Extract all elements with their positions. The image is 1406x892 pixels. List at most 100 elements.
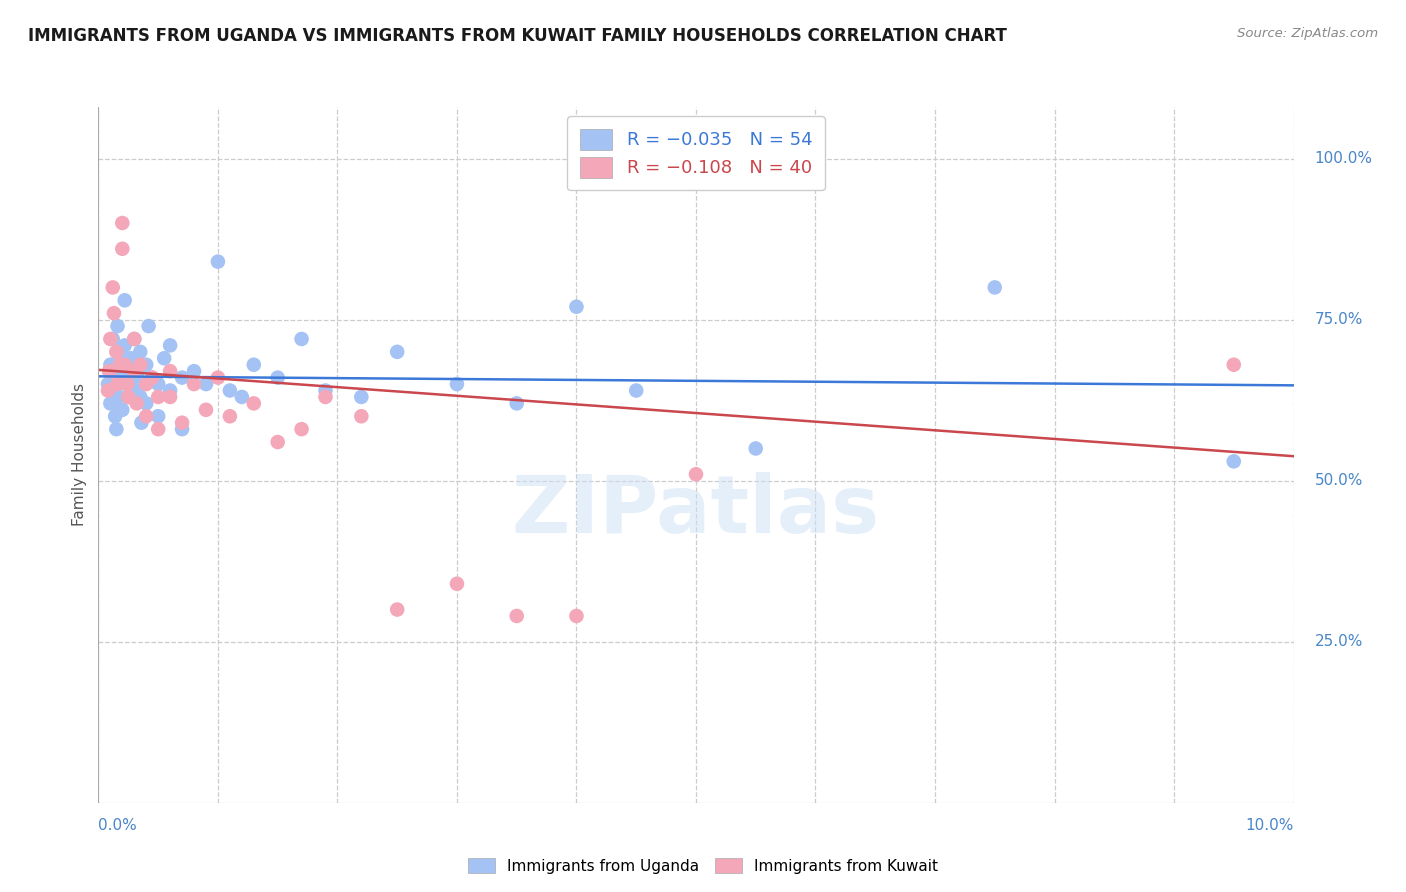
Point <box>108 344 131 359</box>
Point <box>219 409 242 424</box>
Point <box>315 384 337 398</box>
Point <box>207 254 229 268</box>
Point <box>172 422 194 436</box>
Point <box>506 396 529 410</box>
Point <box>104 409 127 424</box>
Point <box>194 377 218 392</box>
Point <box>446 576 468 591</box>
Point <box>385 344 409 359</box>
Point <box>108 358 131 372</box>
Text: 75.0%: 75.0% <box>1315 312 1362 327</box>
Point <box>350 390 373 404</box>
Legend: R = −0.035   N = 54, R = −0.108   N = 40: R = −0.035 N = 54, R = −0.108 N = 40 <box>567 116 825 190</box>
Point <box>101 280 124 294</box>
Point <box>111 402 134 417</box>
Text: Source: ZipAtlas.com: Source: ZipAtlas.com <box>1237 27 1378 40</box>
Point <box>183 377 205 392</box>
Point <box>129 344 152 359</box>
Point <box>183 364 205 378</box>
Point <box>117 390 139 404</box>
Point <box>97 384 120 398</box>
Point <box>120 351 142 366</box>
Point <box>141 370 163 384</box>
Point <box>243 358 266 372</box>
Point <box>111 370 134 384</box>
Point <box>506 609 529 624</box>
Point <box>135 396 157 410</box>
Point <box>159 364 181 378</box>
Point <box>103 364 125 378</box>
Point <box>231 390 253 404</box>
Point <box>565 300 588 314</box>
Point <box>124 370 146 384</box>
Point <box>107 377 129 392</box>
Point <box>219 384 242 398</box>
Point <box>138 319 160 334</box>
Point <box>983 280 1005 294</box>
Text: 10.0%: 10.0% <box>1246 818 1294 832</box>
Point <box>117 390 139 404</box>
Point <box>315 390 337 404</box>
Point <box>385 602 409 616</box>
Point <box>1223 454 1246 468</box>
Point <box>127 364 149 378</box>
Text: ZIPatlas: ZIPatlas <box>512 472 880 549</box>
Point <box>124 332 146 346</box>
Point <box>124 364 146 378</box>
Text: IMMIGRANTS FROM UGANDA VS IMMIGRANTS FROM KUWAIT FAMILY HOUSEHOLDS CORRELATION C: IMMIGRANTS FROM UGANDA VS IMMIGRANTS FRO… <box>28 27 1007 45</box>
Point <box>111 216 134 230</box>
Point <box>141 370 163 384</box>
Point <box>105 422 128 436</box>
Point <box>135 377 157 392</box>
Point <box>172 370 194 384</box>
Point <box>115 377 138 392</box>
Point <box>745 442 768 456</box>
Point <box>172 416 194 430</box>
Point <box>129 390 152 404</box>
Point <box>105 344 128 359</box>
Point <box>117 358 139 372</box>
Point <box>350 409 373 424</box>
Point <box>129 358 152 372</box>
Point <box>624 384 647 398</box>
Point <box>131 416 153 430</box>
Point <box>194 402 218 417</box>
Legend: Immigrants from Uganda, Immigrants from Kuwait: Immigrants from Uganda, Immigrants from … <box>461 852 945 880</box>
Point <box>148 409 170 424</box>
Text: 100.0%: 100.0% <box>1315 151 1372 166</box>
Point <box>1223 358 1246 372</box>
Point <box>159 384 181 398</box>
Point <box>98 396 122 410</box>
Point <box>446 377 468 392</box>
Point <box>135 358 157 372</box>
Point <box>565 609 588 624</box>
Y-axis label: Family Households: Family Households <box>72 384 87 526</box>
Point <box>107 319 129 334</box>
Point <box>148 390 170 404</box>
Point <box>267 370 290 384</box>
Point <box>114 338 136 352</box>
Point <box>243 396 266 410</box>
Point <box>101 332 124 346</box>
Text: 50.0%: 50.0% <box>1315 473 1362 488</box>
Point <box>153 351 176 366</box>
Point <box>685 467 707 482</box>
Text: 25.0%: 25.0% <box>1315 634 1362 649</box>
Point <box>115 377 138 392</box>
Point <box>267 435 290 450</box>
Point <box>125 384 148 398</box>
Point <box>114 293 136 308</box>
Point <box>148 422 170 436</box>
Point <box>97 377 120 392</box>
Point <box>124 332 146 346</box>
Point <box>111 242 134 256</box>
Text: 0.0%: 0.0% <box>98 818 138 832</box>
Point <box>125 396 148 410</box>
Point <box>107 390 129 404</box>
Point <box>290 422 312 436</box>
Point <box>207 370 229 384</box>
Point <box>103 306 125 320</box>
Point <box>98 332 122 346</box>
Point <box>98 364 121 378</box>
Point <box>148 377 170 392</box>
